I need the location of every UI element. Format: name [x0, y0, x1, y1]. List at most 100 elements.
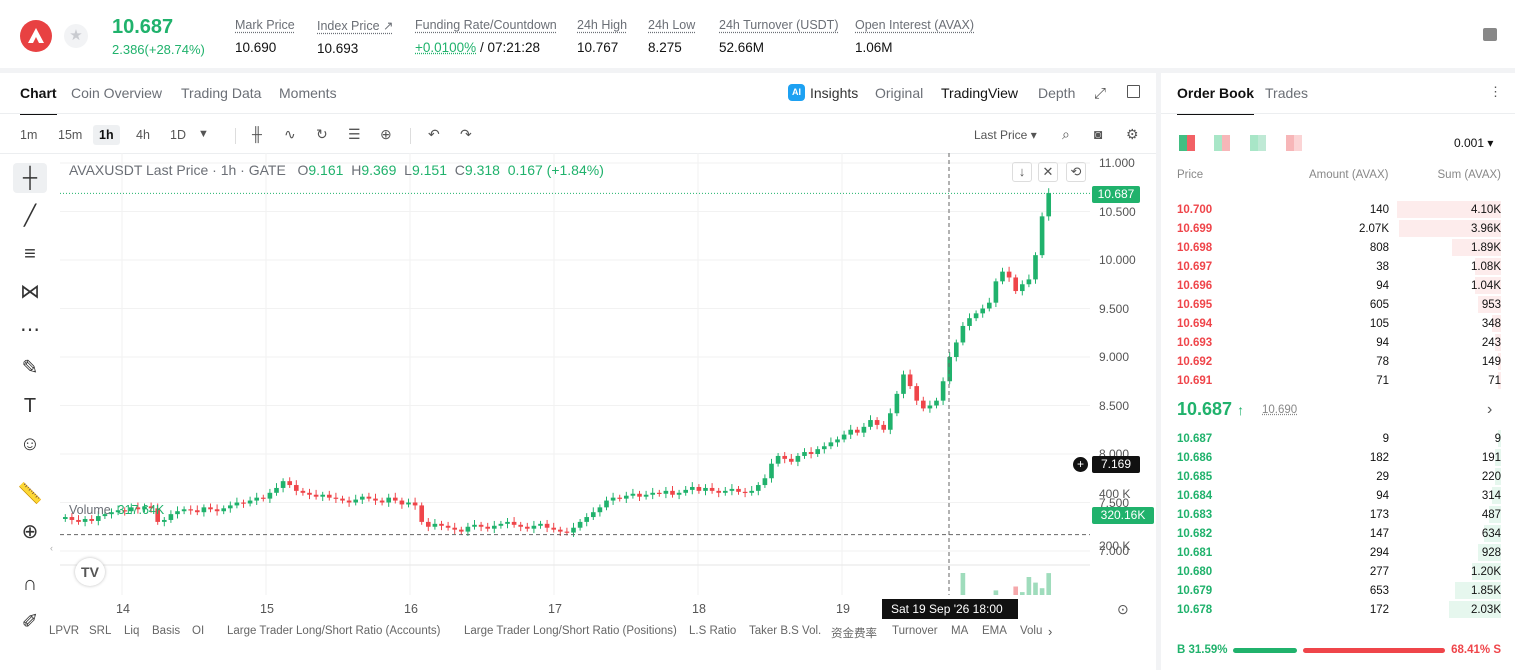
magnet-tool-icon[interactable]: ∩	[22, 573, 38, 595]
bid-row[interactable]: 10.685 29 220	[1177, 467, 1501, 486]
tab-trades[interactable]: Trades	[1265, 85, 1309, 101]
ask-row[interactable]: 10.698 808 1.89K	[1177, 238, 1501, 257]
indicator-item[interactable]: Large Trader Long/Short Ratio (Positions…	[464, 625, 677, 637]
add-alert-icon[interactable]: ⊕	[380, 126, 392, 142]
tab-depth[interactable]: Depth	[1038, 85, 1076, 101]
tab-tradingview[interactable]: TradingView	[941, 85, 1019, 101]
indicator-item[interactable]: MA	[951, 625, 969, 637]
candle-type-icon[interactable]: ╫	[252, 126, 262, 142]
ruler-tool-icon[interactable]: 📏	[17, 483, 43, 505]
both-sides-view-icon[interactable]	[1179, 135, 1195, 151]
search-icon[interactable]: ⌕	[1062, 126, 1070, 142]
text-tool-icon[interactable]: T	[23, 395, 37, 417]
interval-1m[interactable]: 1m	[20, 128, 38, 142]
pencil-lock-tool-icon[interactable]: ✐	[21, 611, 39, 633]
redo-icon[interactable]: ↷	[460, 126, 472, 142]
bid-row[interactable]: 10.686 182 191	[1177, 448, 1501, 467]
refresh-icon[interactable]: ⟲	[1066, 162, 1086, 182]
tab-order-book[interactable]: Order Book	[1177, 85, 1255, 115]
indicator-item[interactable]: L.S Ratio	[689, 625, 737, 637]
tab-coin-overview[interactable]: Coin Overview	[71, 85, 163, 101]
tab-original[interactable]: Original	[875, 85, 924, 101]
indicator-item[interactable]: Large Trader Long/Short Ratio (Accounts)	[227, 625, 441, 637]
tab-moments[interactable]: Moments	[279, 85, 337, 101]
bid-row[interactable]: 10.683 173 487	[1177, 505, 1501, 524]
row-price: 10.697	[1177, 261, 1213, 273]
bids-view-icon[interactable]	[1214, 135, 1230, 151]
ask-row[interactable]: 10.692 78 149	[1177, 352, 1501, 371]
bid-row[interactable]: 10.679 653 1.85K	[1177, 581, 1501, 600]
bid-row[interactable]: 10.680 277 1.20K	[1177, 562, 1501, 581]
bid-row[interactable]: 10.681 294 928	[1177, 543, 1501, 562]
expand-icon[interactable]: ⤢	[1094, 85, 1107, 102]
emoji-tool-icon[interactable]: ☺	[19, 433, 41, 455]
candle-body	[861, 426, 867, 433]
brush-tool-icon[interactable]: ✎	[21, 357, 39, 379]
ask-row[interactable]: 10.691 71 71	[1177, 371, 1501, 390]
tab-trading-data[interactable]: Trading Data	[181, 85, 262, 101]
camera-icon[interactable]: ◙	[1094, 126, 1103, 142]
indicator-item[interactable]: Turnover	[892, 625, 938, 637]
chevron-right-icon[interactable]: ›	[1048, 624, 1053, 639]
indicator-item[interactable]: Volu	[1020, 625, 1043, 637]
indicators-icon[interactable]: ∿	[284, 126, 296, 142]
indicator-item[interactable]: Taker B.S Vol.	[749, 625, 822, 637]
undo-icon[interactable]: ↶	[428, 126, 440, 142]
crosshair-tool-icon[interactable]: ┼	[13, 163, 47, 193]
fib-tool-icon[interactable]: ⋯	[20, 319, 40, 341]
bid-row[interactable]: 10.684 94 314	[1177, 486, 1501, 505]
indicator-item[interactable]: EMA	[982, 625, 1007, 637]
ask-row[interactable]: 10.693 94 243	[1177, 333, 1501, 352]
zoom-tool-icon[interactable]: ⊕	[21, 521, 39, 543]
ask-row[interactable]: 10.699 2.07K 3.96K	[1177, 219, 1501, 238]
window-icon[interactable]	[1127, 85, 1140, 98]
bid-row[interactable]: 10.678 172 2.03K	[1177, 600, 1501, 619]
ask-row[interactable]: 10.696 94 1.04K	[1177, 276, 1501, 295]
row-amount: 147	[1369, 528, 1389, 540]
caret-down-icon[interactable]: ▼	[198, 128, 209, 140]
indicator-item[interactable]: Liq	[124, 625, 140, 637]
add-order-icon[interactable]: +	[1072, 456, 1089, 473]
pattern-tool-icon[interactable]: ⋈	[20, 281, 40, 303]
indicator-item[interactable]: LPVR	[49, 625, 80, 637]
indicator-item[interactable]: 资金费率	[831, 628, 877, 640]
collapse-icon[interactable]: ✕	[1038, 162, 1058, 182]
stat-index-price[interactable]: Index Price ↗ 10.693	[317, 19, 394, 56]
book-icon[interactable]	[1483, 28, 1497, 41]
ask-row[interactable]: 10.697 38 1.08K	[1177, 257, 1501, 276]
interval-1d[interactable]: 1D	[170, 128, 186, 142]
bid-row[interactable]: 10.687 9 9	[1177, 429, 1501, 448]
bids-only-icon[interactable]	[1250, 135, 1266, 151]
interval-1h[interactable]: 1h	[93, 125, 120, 145]
chevron-right-icon[interactable]: ›	[1487, 401, 1493, 418]
favorite-star-icon[interactable]: ★	[64, 24, 88, 48]
indicator-item[interactable]: Basis	[152, 625, 181, 637]
indicator-item[interactable]: SRL	[89, 625, 112, 637]
replay-icon[interactable]: ↻	[316, 126, 328, 142]
depth-bar	[1498, 372, 1501, 389]
bid-row[interactable]: 10.682 147 634	[1177, 524, 1501, 543]
interval-15m[interactable]: 15m	[58, 128, 83, 142]
asks-only-icon[interactable]	[1286, 135, 1302, 151]
scroll-down-icon[interactable]: ↓	[1012, 162, 1032, 182]
collapse-left-icon[interactable]: ‹	[50, 543, 53, 553]
ask-row[interactable]: 10.695 605 953	[1177, 295, 1501, 314]
ask-row[interactable]: 10.700 140 4.10K	[1177, 200, 1501, 219]
horizontal-lines-tool-icon[interactable]: ≡	[24, 243, 36, 265]
templates-icon[interactable]: ☰	[348, 126, 361, 142]
price-type-select[interactable]: Last Price ▾	[974, 128, 1037, 142]
tab-insights[interactable]: Insights	[810, 85, 859, 101]
tradingview-logo-icon[interactable]: TV	[75, 558, 105, 586]
indicator-item[interactable]: OI	[192, 625, 205, 637]
ask-row[interactable]: 10.694 105 348	[1177, 314, 1501, 333]
time-axis-label: 17	[548, 602, 562, 616]
precision-select[interactable]: 0.001 ▾	[1454, 136, 1494, 150]
candlestick-chart[interactable]	[60, 153, 1090, 595]
interval-4h[interactable]: 4h	[136, 128, 150, 142]
trendline-tool-icon[interactable]: ╱	[23, 205, 37, 227]
settings-gear-icon[interactable]: ⚙	[1126, 126, 1139, 142]
chart-settings-icon[interactable]: ⊙	[1117, 601, 1129, 617]
stat-funding-rate[interactable]: Funding Rate/Countdown +0.0100% / 07:21:…	[415, 18, 557, 55]
more-icon[interactable]: ⋮	[1489, 84, 1502, 99]
tab-chart[interactable]: Chart	[20, 85, 57, 115]
